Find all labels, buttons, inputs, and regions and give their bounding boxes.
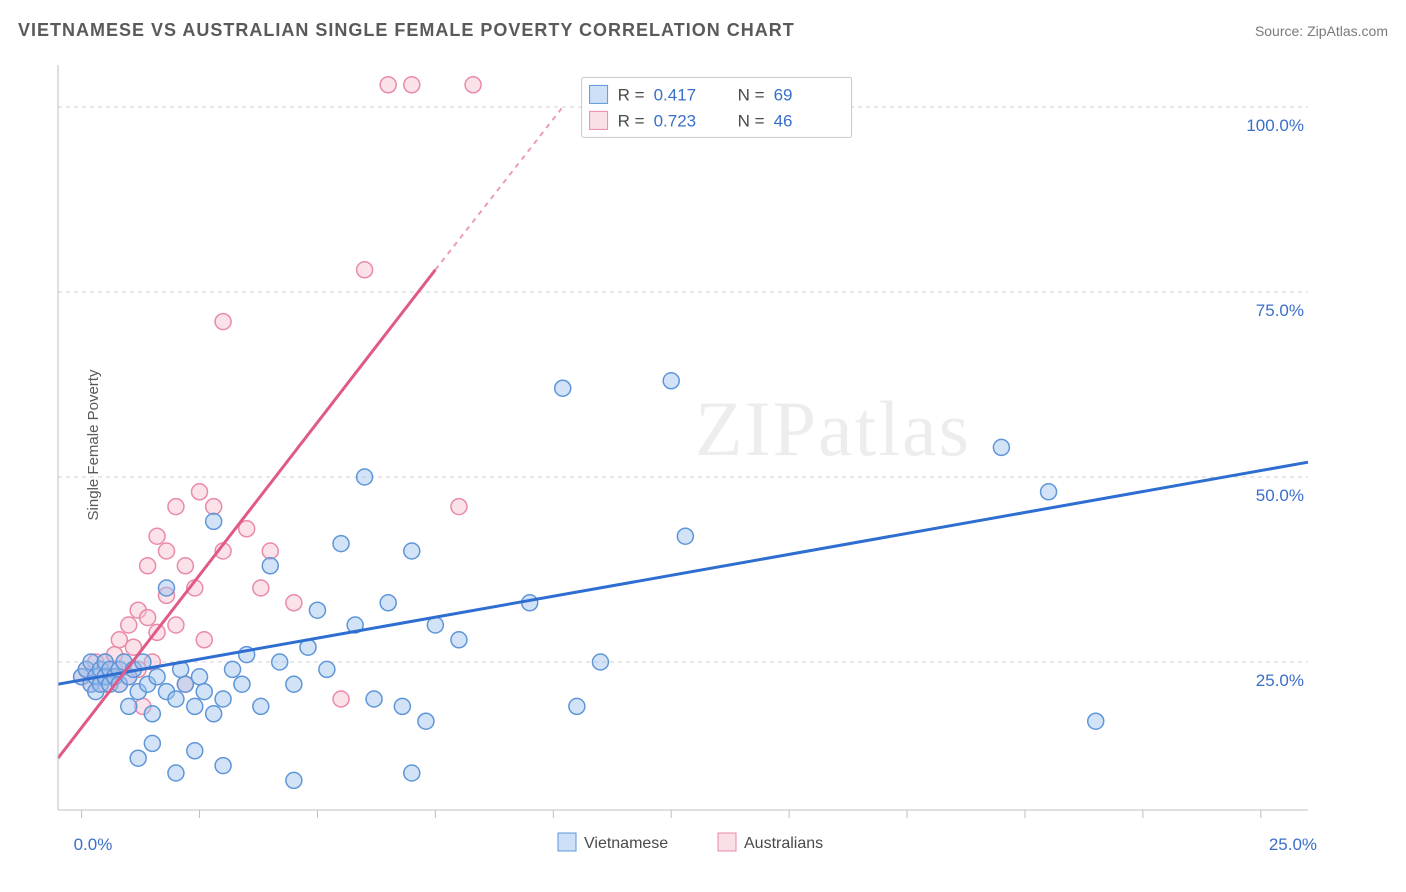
data-point [404, 77, 420, 93]
data-point [140, 558, 156, 574]
y-tick-label: 50.0% [1256, 486, 1304, 505]
data-point [357, 469, 373, 485]
data-point [366, 691, 382, 707]
data-point [1041, 484, 1057, 500]
data-point [333, 536, 349, 552]
data-point [149, 528, 165, 544]
data-point [168, 691, 184, 707]
data-point [168, 765, 184, 781]
data-point [380, 595, 396, 611]
data-point [319, 661, 335, 677]
data-point [168, 617, 184, 633]
data-point [253, 698, 269, 714]
data-point [418, 713, 434, 729]
data-point [286, 676, 302, 692]
stats-text: R = [618, 111, 645, 130]
y-tick-label: 75.0% [1256, 301, 1304, 320]
data-point [253, 580, 269, 596]
data-point [333, 691, 349, 707]
y-tick-label: 100.0% [1246, 116, 1304, 135]
data-point [144, 735, 160, 751]
data-point [168, 499, 184, 515]
data-point [394, 698, 410, 714]
data-point [234, 676, 250, 692]
data-point [121, 617, 137, 633]
stats-swatch [590, 85, 608, 103]
data-point [158, 543, 174, 559]
data-point [592, 654, 608, 670]
data-point [215, 691, 231, 707]
stats-text: 46 [774, 111, 793, 130]
data-point [215, 314, 231, 330]
stats-text: 69 [774, 85, 793, 104]
data-point [140, 610, 156, 626]
data-point [451, 499, 467, 515]
data-point [451, 632, 467, 648]
data-point [286, 595, 302, 611]
data-point [404, 765, 420, 781]
stats-text: N = [738, 85, 765, 104]
data-point [404, 543, 420, 559]
data-point [262, 543, 278, 559]
chart-area: Single Female Poverty 25.0%50.0%75.0%100… [48, 50, 1388, 840]
data-point [215, 758, 231, 774]
data-point [206, 499, 222, 515]
stats-text: R = [618, 85, 645, 104]
data-point [144, 706, 160, 722]
data-point [187, 743, 203, 759]
stats-text: 0.723 [654, 111, 697, 130]
legend-label: Australians [744, 835, 823, 852]
data-point [130, 750, 146, 766]
data-point [262, 558, 278, 574]
stats-text: N = [738, 111, 765, 130]
data-point [555, 380, 571, 396]
data-point [192, 484, 208, 500]
legend-swatch [718, 833, 736, 851]
stats-swatch [590, 111, 608, 129]
data-point [677, 528, 693, 544]
trendline-vietnamese [58, 462, 1308, 684]
data-point [380, 77, 396, 93]
data-point [663, 373, 679, 389]
scatter-plot: 25.0% 50.0% 75.0% 100.0% ZIPatlas 0.0% 25.0% R … [48, 50, 1388, 890]
data-point [225, 661, 241, 677]
x-tick-label: 0.0% [74, 835, 113, 854]
data-point [121, 698, 137, 714]
data-point [465, 77, 481, 93]
data-point [206, 513, 222, 529]
data-point [309, 602, 325, 618]
watermark: ZIPatlas [695, 385, 971, 472]
data-point [357, 262, 373, 278]
legend-swatch [558, 833, 576, 851]
data-point [149, 669, 165, 685]
legend: Vietnamese Australians [558, 833, 823, 852]
data-point [177, 558, 193, 574]
data-point [196, 632, 212, 648]
y-tick-label: 25.0% [1256, 671, 1304, 690]
data-point [158, 580, 174, 596]
chart-source: Source: ZipAtlas.com [1255, 23, 1388, 39]
data-point [192, 669, 208, 685]
chart-title: VIETNAMESE VS AUSTRALIAN SINGLE FEMALE P… [18, 20, 795, 41]
data-point [993, 439, 1009, 455]
data-point [206, 706, 222, 722]
data-point [569, 698, 585, 714]
x-tick-label: 25.0% [1269, 835, 1317, 854]
data-point [187, 698, 203, 714]
data-point [272, 654, 288, 670]
legend-label: Vietnamese [584, 835, 668, 852]
data-point [286, 772, 302, 788]
data-point [196, 684, 212, 700]
data-point [1088, 713, 1104, 729]
trendline-australians-dash [435, 107, 562, 270]
stats-text: 0.417 [654, 85, 697, 104]
